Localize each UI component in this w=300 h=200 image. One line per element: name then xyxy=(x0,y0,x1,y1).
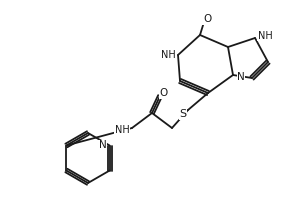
Text: NH: NH xyxy=(115,125,129,135)
Text: S: S xyxy=(179,109,187,119)
Text: NH: NH xyxy=(258,31,272,41)
Text: O: O xyxy=(203,14,211,24)
Text: NH: NH xyxy=(160,50,175,60)
Text: N: N xyxy=(99,140,106,150)
Text: N: N xyxy=(237,72,245,82)
Text: O: O xyxy=(160,88,168,98)
